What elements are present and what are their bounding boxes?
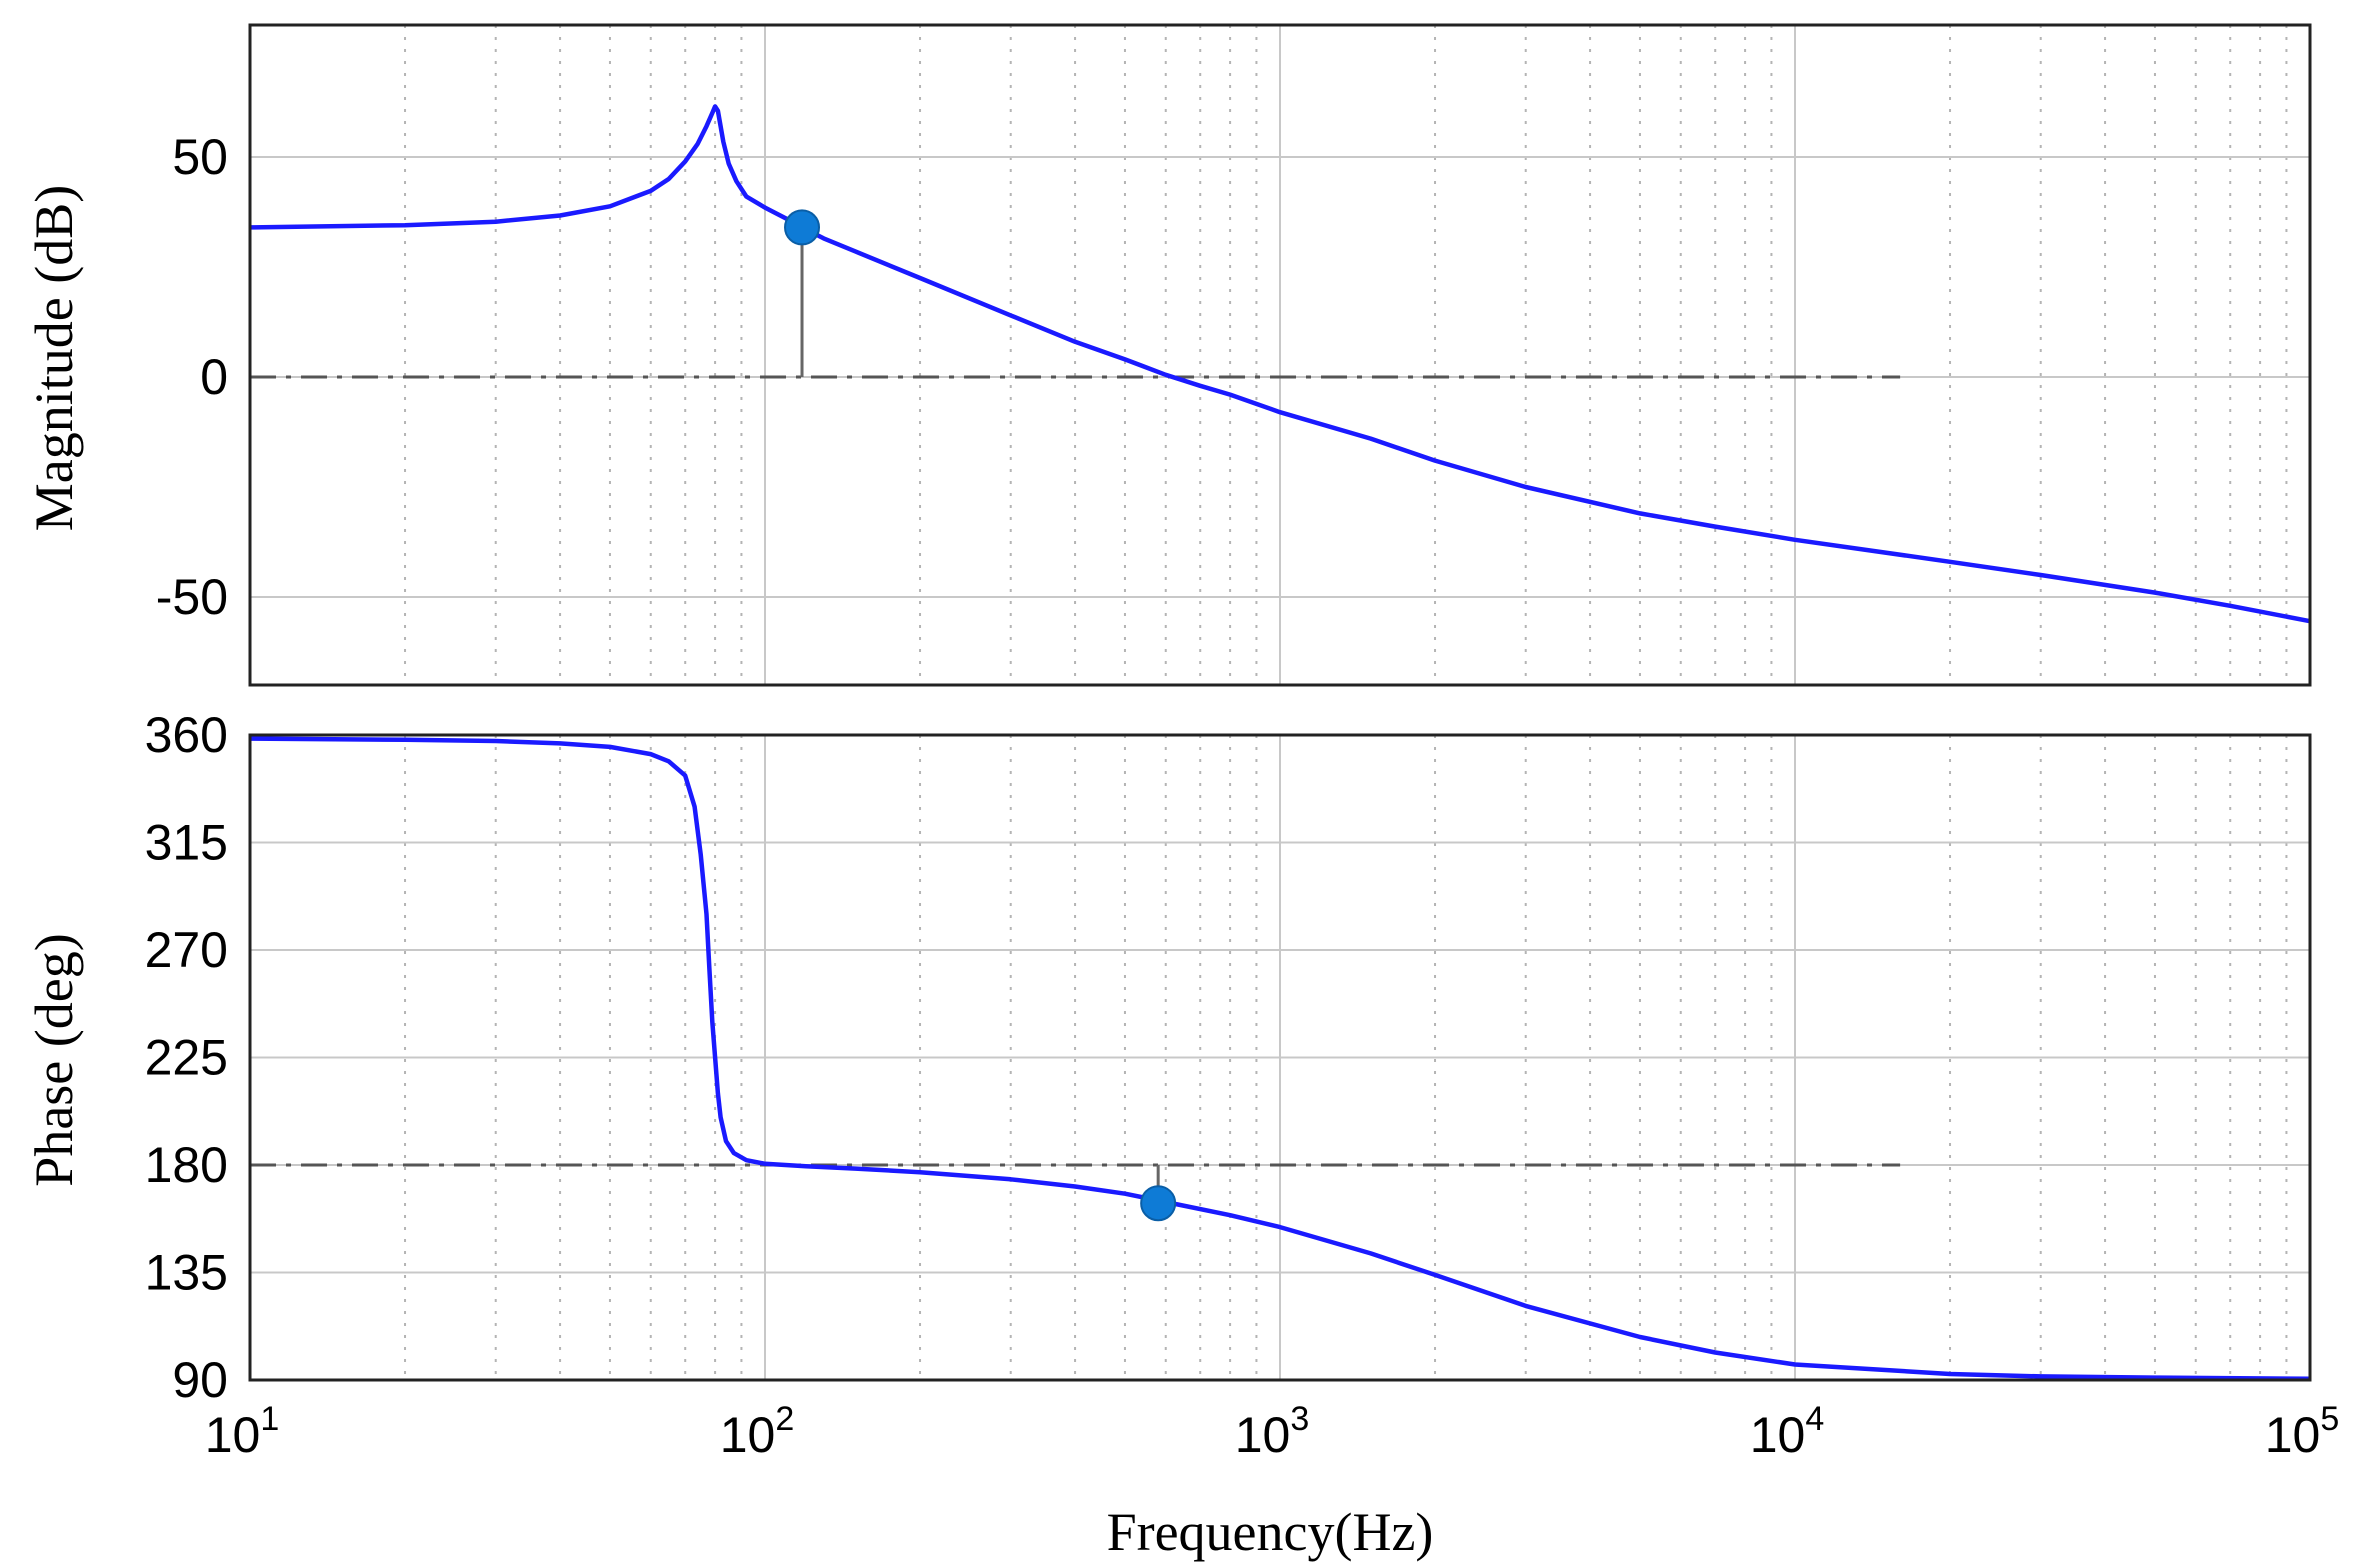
x-tick-label: 101 — [205, 1400, 280, 1463]
y-tick-label: 0 — [200, 349, 228, 405]
x-tick-base: 10 — [1235, 1407, 1291, 1463]
x-tick-base: 10 — [205, 1407, 261, 1463]
y-tick-label: 135 — [145, 1245, 228, 1301]
phase-curve-group — [249, 736, 2311, 1382]
x-axis-label: Frequency(Hz) — [1107, 1502, 1434, 1562]
magnitude-y-axis-label: Magnitude (dB) — [24, 185, 84, 531]
series-line — [249, 736, 2311, 1382]
y-tick-label: -50 — [156, 569, 228, 625]
x-tick-exponent: 4 — [1805, 1400, 1824, 1438]
phase-grid — [250, 735, 2310, 1380]
magnitude-reference-lines — [250, 227, 1901, 379]
phase-reference-lines — [250, 1163, 1901, 1204]
magnitude-grid — [250, 25, 2310, 685]
phase-y-axis-label: Phase (deg) — [24, 933, 84, 1186]
y-tick-label: 270 — [145, 922, 228, 978]
y-tick-label: 315 — [145, 815, 228, 871]
x-tick-label: 105 — [2265, 1400, 2340, 1463]
x-tick-base: 10 — [2265, 1407, 2321, 1463]
x-tick-label: 102 — [720, 1400, 795, 1463]
magnitude-curve-group — [249, 104, 2311, 624]
x-tick-label: 103 — [1235, 1400, 1310, 1463]
x-tick-base: 10 — [1750, 1407, 1806, 1463]
y-tick-label: 90 — [172, 1352, 228, 1408]
x-tick-label: 104 — [1750, 1400, 1825, 1463]
x-tick-base: 10 — [720, 1407, 776, 1463]
phase-y-ticks: 360 315 270 225 180 135 90 — [145, 707, 228, 1408]
plot-frame — [248, 23, 2312, 687]
x-tick-exponent: 1 — [260, 1400, 279, 1438]
y-tick-label: 180 — [145, 1137, 228, 1193]
y-tick-label: 225 — [145, 1030, 228, 1086]
marker-point — [784, 209, 821, 246]
phase-frame — [248, 733, 2312, 1382]
x-tick-exponent: 5 — [2320, 1400, 2339, 1438]
magnitude-y-ticks: 50 0 -50 — [156, 129, 228, 625]
magnitude-frame — [248, 23, 2312, 687]
x-ticks: 101 102 103 104 105 — [205, 1400, 2340, 1463]
marker-point — [1140, 1185, 1177, 1222]
plot-frame — [248, 733, 2312, 1382]
magnitude-panel: 50 0 -50 Magnitude (dB) — [24, 23, 2312, 687]
y-tick-label: 360 — [145, 707, 228, 763]
x-tick-exponent: 2 — [775, 1400, 794, 1438]
y-tick-label: 50 — [172, 129, 228, 185]
x-tick-exponent: 3 — [1290, 1400, 1309, 1438]
